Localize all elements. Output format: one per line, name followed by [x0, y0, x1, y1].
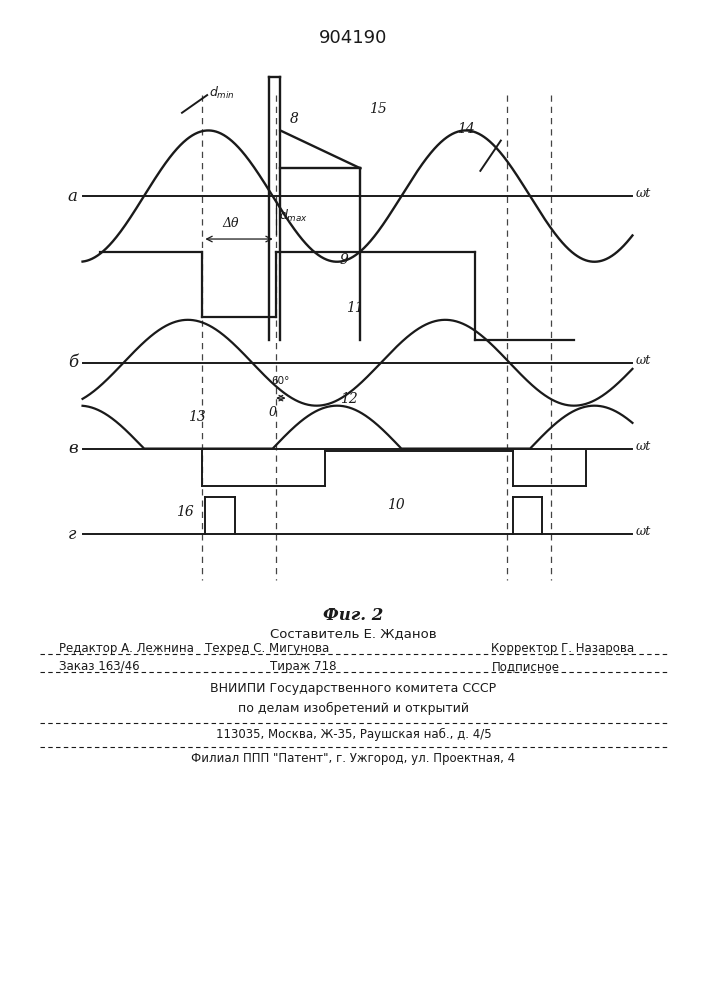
- Text: а: а: [68, 188, 78, 205]
- Text: 0: 0: [269, 406, 276, 419]
- Text: 10: 10: [387, 498, 404, 512]
- Text: 11: 11: [346, 301, 363, 315]
- Text: 12: 12: [340, 392, 358, 406]
- Text: Заказ 163/46: Заказ 163/46: [59, 660, 139, 673]
- Text: ωt: ωt: [636, 525, 650, 538]
- Text: 16: 16: [176, 505, 194, 519]
- Text: 9: 9: [340, 253, 349, 267]
- Text: ВНИИПИ Государственного комитета СССР: ВНИИПИ Государственного комитета СССР: [211, 682, 496, 695]
- Text: Филиал ППП "Патент", г. Ужгород, ул. Проектная, 4: Филиал ППП "Патент", г. Ужгород, ул. Про…: [192, 752, 515, 765]
- Text: Подписное: Подписное: [491, 660, 559, 673]
- Text: 14: 14: [457, 122, 474, 136]
- Text: 13: 13: [188, 410, 206, 424]
- Text: 60°: 60°: [271, 376, 289, 386]
- Text: в: в: [68, 440, 78, 457]
- Text: Тираж 718: Тираж 718: [270, 660, 337, 673]
- Text: г: г: [68, 526, 76, 543]
- Text: ωt: ωt: [636, 187, 650, 200]
- Text: 904190: 904190: [319, 29, 387, 47]
- Text: 8: 8: [291, 112, 299, 126]
- Text: 15: 15: [369, 102, 387, 116]
- Text: 113035, Москва, Ж-35, Раушская наб., д. 4/5: 113035, Москва, Ж-35, Раушская наб., д. …: [216, 728, 491, 741]
- Text: Фиг. 2: Фиг. 2: [323, 607, 383, 624]
- Text: Редактор А. Лежнина   Техред С. Мигунова: Редактор А. Лежнина Техред С. Мигунова: [59, 642, 329, 655]
- Text: Δθ: Δθ: [222, 217, 238, 230]
- Text: по делам изобретений и открытий: по делам изобретений и открытий: [238, 701, 469, 715]
- Text: б: б: [68, 354, 78, 371]
- Text: ωt: ωt: [636, 354, 650, 367]
- Text: Корректор Г. Назарова: Корректор Г. Назарова: [491, 642, 635, 655]
- Text: $d_{min}$: $d_{min}$: [209, 85, 235, 101]
- Text: $d_{max}$: $d_{max}$: [279, 208, 308, 224]
- Text: Составитель Е. Жданов: Составитель Е. Жданов: [270, 627, 437, 640]
- Text: ωt: ωt: [636, 440, 650, 453]
